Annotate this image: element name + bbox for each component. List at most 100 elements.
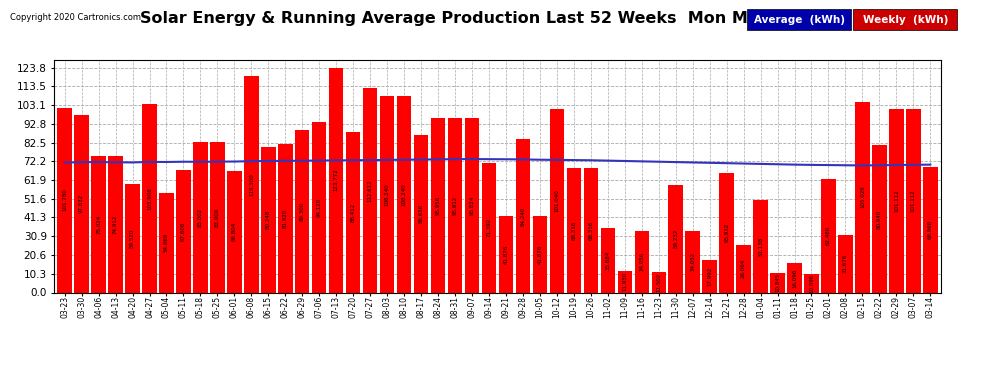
Text: 10.845: 10.845 bbox=[775, 273, 780, 292]
Bar bbox=[822, 179, 836, 292]
Bar bbox=[464, 118, 479, 292]
Text: 62.460: 62.460 bbox=[826, 226, 831, 245]
Bar bbox=[295, 130, 310, 292]
Text: 54.868: 54.868 bbox=[164, 233, 169, 252]
Bar bbox=[261, 147, 275, 292]
Bar bbox=[533, 216, 547, 292]
Bar bbox=[499, 216, 513, 292]
Text: 108.240: 108.240 bbox=[385, 183, 390, 206]
Bar bbox=[74, 115, 89, 292]
Bar bbox=[601, 228, 615, 292]
Text: 83.000: 83.000 bbox=[215, 207, 220, 227]
Text: 75.024: 75.024 bbox=[96, 215, 101, 234]
Text: 101.112: 101.112 bbox=[911, 189, 916, 212]
Text: 80.248: 80.248 bbox=[266, 210, 271, 229]
Bar bbox=[889, 109, 904, 292]
Text: Average  (kWh): Average (kWh) bbox=[754, 15, 844, 25]
Text: 68.316: 68.316 bbox=[588, 221, 593, 240]
Bar bbox=[566, 168, 581, 292]
Bar bbox=[346, 132, 360, 292]
Text: 103.908: 103.908 bbox=[147, 187, 152, 210]
Text: 123.772: 123.772 bbox=[334, 169, 339, 192]
Bar bbox=[143, 104, 156, 292]
Bar bbox=[787, 263, 802, 292]
Text: 67.608: 67.608 bbox=[181, 222, 186, 241]
Text: 119.300: 119.300 bbox=[248, 173, 253, 195]
Text: 84.240: 84.240 bbox=[521, 206, 526, 226]
Bar bbox=[363, 88, 377, 292]
Bar bbox=[753, 200, 768, 292]
Bar bbox=[651, 272, 666, 292]
Text: 16.096: 16.096 bbox=[792, 268, 797, 288]
Bar bbox=[193, 142, 208, 292]
Text: 101.780: 101.780 bbox=[62, 189, 67, 211]
Text: 59.520: 59.520 bbox=[130, 229, 135, 248]
Text: 86.656: 86.656 bbox=[419, 204, 424, 224]
Bar bbox=[414, 135, 429, 292]
Text: 81.920: 81.920 bbox=[283, 209, 288, 228]
Bar bbox=[685, 231, 700, 292]
Text: 95.824: 95.824 bbox=[469, 196, 474, 215]
Bar bbox=[855, 102, 869, 292]
Bar bbox=[770, 273, 785, 292]
Text: 41.876: 41.876 bbox=[538, 245, 543, 264]
Bar bbox=[397, 96, 411, 292]
Bar bbox=[159, 193, 173, 292]
Text: 51.138: 51.138 bbox=[758, 236, 763, 256]
Text: 11.930: 11.930 bbox=[623, 272, 628, 291]
Text: 74.912: 74.912 bbox=[113, 215, 118, 234]
Bar bbox=[210, 142, 225, 292]
Text: 71.392: 71.392 bbox=[486, 218, 491, 237]
Bar bbox=[872, 146, 887, 292]
Text: 34.052: 34.052 bbox=[690, 252, 695, 271]
Bar bbox=[618, 271, 632, 292]
Bar bbox=[126, 184, 140, 292]
Text: 80.940: 80.940 bbox=[877, 209, 882, 229]
Text: 31.676: 31.676 bbox=[842, 254, 848, 273]
Text: 10.096: 10.096 bbox=[809, 274, 814, 293]
Bar bbox=[108, 156, 123, 292]
Text: Copyright 2020 Cartronics.com: Copyright 2020 Cartronics.com bbox=[10, 13, 141, 22]
Bar bbox=[91, 156, 106, 292]
Bar bbox=[720, 173, 734, 292]
Text: 35.684: 35.684 bbox=[605, 251, 610, 270]
Text: 59.232: 59.232 bbox=[673, 229, 678, 248]
Text: 89.300: 89.300 bbox=[300, 202, 305, 221]
Text: 83.002: 83.002 bbox=[198, 207, 203, 227]
Text: 41.876: 41.876 bbox=[504, 245, 509, 264]
Text: 101.040: 101.040 bbox=[554, 189, 559, 212]
Bar bbox=[549, 109, 564, 292]
Text: 88.412: 88.412 bbox=[350, 202, 355, 222]
Text: 112.612: 112.612 bbox=[367, 179, 372, 202]
Text: 68.316: 68.316 bbox=[571, 221, 576, 240]
Bar bbox=[482, 163, 496, 292]
Text: 26.064: 26.064 bbox=[742, 259, 746, 279]
Bar bbox=[329, 68, 344, 292]
Text: 108.240: 108.240 bbox=[402, 183, 407, 206]
Bar bbox=[447, 118, 462, 292]
Bar bbox=[584, 168, 598, 292]
Text: 95.956: 95.956 bbox=[436, 196, 441, 215]
Bar bbox=[923, 167, 938, 292]
Bar bbox=[668, 185, 683, 292]
Bar bbox=[431, 118, 446, 292]
Bar bbox=[57, 108, 72, 292]
Text: 97.832: 97.832 bbox=[79, 194, 84, 213]
Bar bbox=[312, 122, 327, 292]
Text: 17.992: 17.992 bbox=[707, 267, 712, 286]
Text: 94.120: 94.120 bbox=[317, 197, 322, 217]
Bar bbox=[635, 231, 649, 292]
Text: 105.028: 105.028 bbox=[860, 186, 865, 209]
Text: 34.056: 34.056 bbox=[640, 252, 644, 271]
Bar bbox=[906, 109, 921, 292]
Text: Solar Energy & Running Average Production Last 52 Weeks  Mon Mar 16 18:45: Solar Energy & Running Average Productio… bbox=[140, 11, 850, 26]
Bar bbox=[245, 76, 258, 292]
Bar bbox=[737, 245, 750, 292]
Text: 68.968: 68.968 bbox=[928, 220, 933, 240]
Text: 66.804: 66.804 bbox=[232, 222, 237, 242]
Bar bbox=[839, 235, 852, 292]
Bar bbox=[703, 260, 717, 292]
Bar bbox=[176, 170, 191, 292]
Bar bbox=[804, 274, 819, 292]
Bar bbox=[516, 140, 531, 292]
